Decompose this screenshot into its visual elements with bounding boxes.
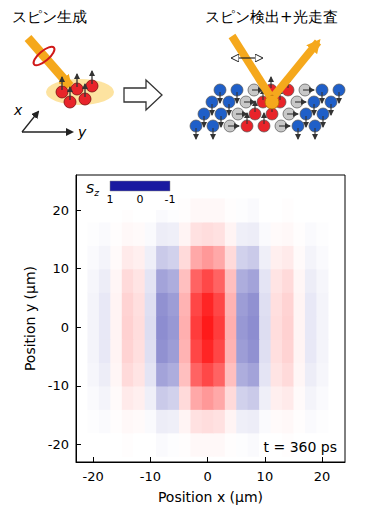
- svg-text:20: 20: [314, 469, 331, 484]
- svg-text:z: z: [93, 188, 99, 198]
- svg-text:-10: -10: [48, 378, 69, 393]
- svg-text:0: 0: [137, 193, 144, 206]
- svg-text:Position x (μm): Position x (μm): [158, 489, 263, 505]
- svg-text:10: 10: [52, 261, 69, 276]
- svg-text:Position y (μm): Position y (μm): [22, 266, 38, 371]
- svg-text:0: 0: [61, 320, 69, 335]
- svg-text:0: 0: [203, 469, 211, 484]
- svg-text:1: 1: [107, 193, 114, 206]
- svg-text:10: 10: [257, 469, 274, 484]
- svg-text:-10: -10: [140, 469, 161, 484]
- svg-text:t = 360 ps: t = 360 ps: [264, 439, 337, 455]
- svg-text:スピン検出+光走査: スピン検出+光走査: [205, 8, 338, 26]
- svg-text:y: y: [77, 124, 87, 140]
- svg-text:-1: -1: [165, 193, 176, 206]
- svg-text:-20: -20: [48, 437, 69, 452]
- svg-text:x: x: [13, 102, 23, 118]
- svg-text:20: 20: [52, 203, 69, 218]
- svg-text:-20: -20: [83, 469, 104, 484]
- svg-text:S: S: [86, 181, 94, 196]
- svg-text:スピン生成: スピン生成: [12, 8, 87, 26]
